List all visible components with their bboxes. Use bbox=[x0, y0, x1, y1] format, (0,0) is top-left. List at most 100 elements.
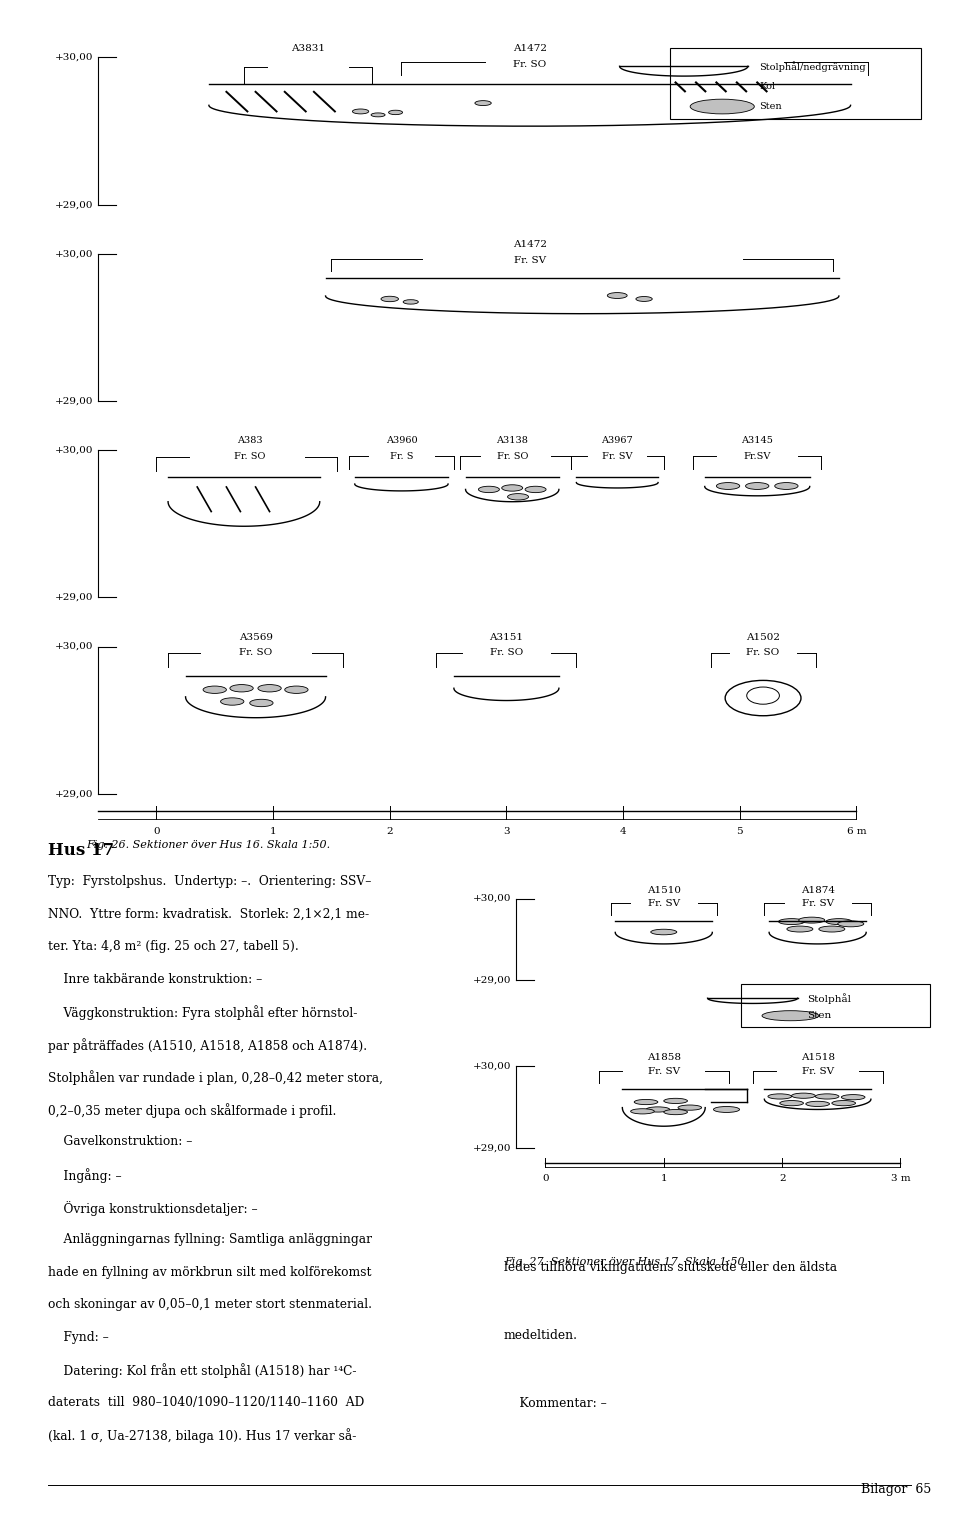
Text: A3960: A3960 bbox=[386, 436, 418, 445]
FancyBboxPatch shape bbox=[741, 984, 930, 1026]
Ellipse shape bbox=[646, 1107, 670, 1113]
Text: +29,00: +29,00 bbox=[55, 200, 93, 209]
Ellipse shape bbox=[826, 919, 852, 925]
Text: Fr. SO: Fr. SO bbox=[239, 648, 273, 657]
Text: 4: 4 bbox=[620, 827, 626, 836]
Ellipse shape bbox=[221, 698, 244, 706]
Text: Fr. S: Fr. S bbox=[390, 451, 413, 460]
Ellipse shape bbox=[663, 1110, 687, 1114]
Text: Fr. SV: Fr. SV bbox=[648, 899, 680, 908]
Text: Fr. SO: Fr. SO bbox=[490, 648, 523, 657]
Text: +29,00: +29,00 bbox=[55, 593, 93, 603]
Ellipse shape bbox=[819, 927, 845, 933]
Text: +29,00: +29,00 bbox=[472, 1143, 511, 1152]
Text: A1874: A1874 bbox=[801, 886, 834, 895]
Ellipse shape bbox=[403, 300, 419, 304]
Text: 5: 5 bbox=[736, 827, 743, 836]
Ellipse shape bbox=[746, 483, 769, 489]
Text: A3138: A3138 bbox=[496, 436, 528, 445]
Text: A1858: A1858 bbox=[647, 1054, 681, 1063]
Ellipse shape bbox=[250, 699, 273, 707]
Ellipse shape bbox=[787, 927, 813, 933]
Text: +30,00: +30,00 bbox=[55, 53, 93, 62]
Ellipse shape bbox=[841, 1095, 865, 1099]
Ellipse shape bbox=[792, 1093, 815, 1098]
Text: 3 m: 3 m bbox=[891, 1173, 910, 1182]
Text: Kol: Kol bbox=[759, 82, 776, 91]
Ellipse shape bbox=[775, 483, 798, 489]
Ellipse shape bbox=[716, 483, 740, 489]
Text: Anläggningarnas fyllning: Samtliga anläggningar: Anläggningarnas fyllning: Samtliga anläg… bbox=[48, 1232, 372, 1246]
Text: Typ:  Fyrstolpshus.  Undertyp: –.  Orientering: SSV–: Typ: Fyrstolpshus. Undertyp: –. Orienter… bbox=[48, 875, 372, 889]
Text: par påträffades (A1510, A1518, A1858 och A1874).: par påträffades (A1510, A1518, A1858 och… bbox=[48, 1037, 367, 1052]
Ellipse shape bbox=[478, 486, 499, 492]
Text: Stolphålen var rundade i plan, 0,28–0,42 meter stora,: Stolphålen var rundade i plan, 0,28–0,42… bbox=[48, 1070, 383, 1086]
Text: Fr. SO: Fr. SO bbox=[496, 451, 528, 460]
Text: A1472: A1472 bbox=[513, 239, 547, 248]
Text: 0: 0 bbox=[542, 1173, 549, 1182]
Ellipse shape bbox=[838, 921, 864, 927]
Text: A3967: A3967 bbox=[601, 436, 633, 445]
Text: A3151: A3151 bbox=[490, 633, 523, 642]
Text: A3831: A3831 bbox=[291, 44, 325, 53]
Text: 6 m: 6 m bbox=[847, 827, 866, 836]
Ellipse shape bbox=[352, 109, 369, 114]
Ellipse shape bbox=[815, 1093, 839, 1099]
Text: Datering: Kol från ett stolphål (A1518) har ¹⁴C-: Datering: Kol från ett stolphål (A1518) … bbox=[48, 1363, 356, 1378]
Text: A1472: A1472 bbox=[513, 44, 547, 53]
Text: A1510: A1510 bbox=[647, 886, 681, 895]
Ellipse shape bbox=[799, 917, 825, 924]
Ellipse shape bbox=[813, 109, 834, 115]
Ellipse shape bbox=[690, 100, 755, 114]
Text: Kommentar: –: Kommentar: – bbox=[504, 1396, 607, 1410]
Ellipse shape bbox=[229, 684, 253, 692]
Text: Övriga konstruktionsdetaljer: –: Övriga konstruktionsdetaljer: – bbox=[48, 1201, 257, 1216]
Text: Gavelkonstruktion: –: Gavelkonstruktion: – bbox=[48, 1136, 192, 1149]
Text: Stolphål: Stolphål bbox=[807, 993, 851, 1004]
Ellipse shape bbox=[635, 1099, 658, 1105]
Text: Sten: Sten bbox=[807, 1011, 831, 1020]
Text: ledes tillhöra vikingatidens slutskede eller den äldsta: ledes tillhöra vikingatidens slutskede e… bbox=[504, 1261, 837, 1273]
Text: Sten: Sten bbox=[759, 101, 782, 111]
Text: (kal. 1 σ, Ua-27138, bilaga 10). Hus 17 verkar så-: (kal. 1 σ, Ua-27138, bilaga 10). Hus 17 … bbox=[48, 1428, 356, 1443]
Text: A1518: A1518 bbox=[801, 1054, 834, 1063]
Text: +30,00: +30,00 bbox=[55, 642, 93, 651]
Ellipse shape bbox=[636, 297, 652, 301]
Ellipse shape bbox=[738, 100, 764, 107]
Text: Fr. SO: Fr. SO bbox=[234, 451, 265, 460]
Text: 2: 2 bbox=[387, 827, 393, 836]
Text: medeltiden.: medeltiden. bbox=[504, 1329, 578, 1341]
Ellipse shape bbox=[608, 292, 627, 298]
Text: Bilagor  65: Bilagor 65 bbox=[861, 1482, 931, 1496]
Ellipse shape bbox=[713, 1107, 739, 1113]
Text: Ingång: –: Ingång: – bbox=[48, 1167, 122, 1182]
Text: hade en fyllning av mörkbrun silt med kolförekomst: hade en fyllning av mörkbrun silt med ko… bbox=[48, 1266, 372, 1279]
Ellipse shape bbox=[258, 684, 281, 692]
Text: +30,00: +30,00 bbox=[55, 445, 93, 454]
Text: och skoningar av 0,05–0,1 meter stort stenmaterial.: och skoningar av 0,05–0,1 meter stort st… bbox=[48, 1297, 372, 1311]
Text: Väggkonstruktion: Fyra stolphål efter hörnstol-: Väggkonstruktion: Fyra stolphål efter hö… bbox=[48, 1005, 357, 1020]
Text: +30,00: +30,00 bbox=[55, 250, 93, 259]
Ellipse shape bbox=[651, 930, 677, 934]
Text: +29,00: +29,00 bbox=[55, 789, 93, 798]
Text: Fr. SV: Fr. SV bbox=[648, 1067, 680, 1075]
Text: Fig. 26. Sektioner över Hus 16. Skala 1:50.: Fig. 26. Sektioner över Hus 16. Skala 1:… bbox=[86, 840, 330, 851]
Text: +29,00: +29,00 bbox=[55, 397, 93, 406]
Ellipse shape bbox=[762, 1011, 819, 1020]
Text: Fr. SV: Fr. SV bbox=[802, 899, 833, 908]
Ellipse shape bbox=[525, 486, 546, 492]
Ellipse shape bbox=[372, 114, 385, 117]
Ellipse shape bbox=[832, 1101, 855, 1105]
Text: 1: 1 bbox=[270, 827, 276, 836]
Text: +29,00: +29,00 bbox=[472, 977, 511, 986]
Text: Fr. SV: Fr. SV bbox=[602, 451, 633, 460]
Ellipse shape bbox=[805, 1101, 829, 1107]
Text: Fr. SV: Fr. SV bbox=[802, 1067, 833, 1075]
Text: daterats  till  980–1040/1090–1120/1140–1160  AD: daterats till 980–1040/1090–1120/1140–11… bbox=[48, 1396, 365, 1410]
Text: A1502: A1502 bbox=[746, 633, 780, 642]
Text: ter. Yta: 4,8 m² (fig. 25 och 27, tabell 5).: ter. Yta: 4,8 m² (fig. 25 och 27, tabell… bbox=[48, 940, 299, 954]
FancyBboxPatch shape bbox=[670, 47, 921, 118]
Text: +30,00: +30,00 bbox=[472, 1061, 511, 1070]
Ellipse shape bbox=[663, 1098, 687, 1104]
Ellipse shape bbox=[796, 107, 812, 112]
